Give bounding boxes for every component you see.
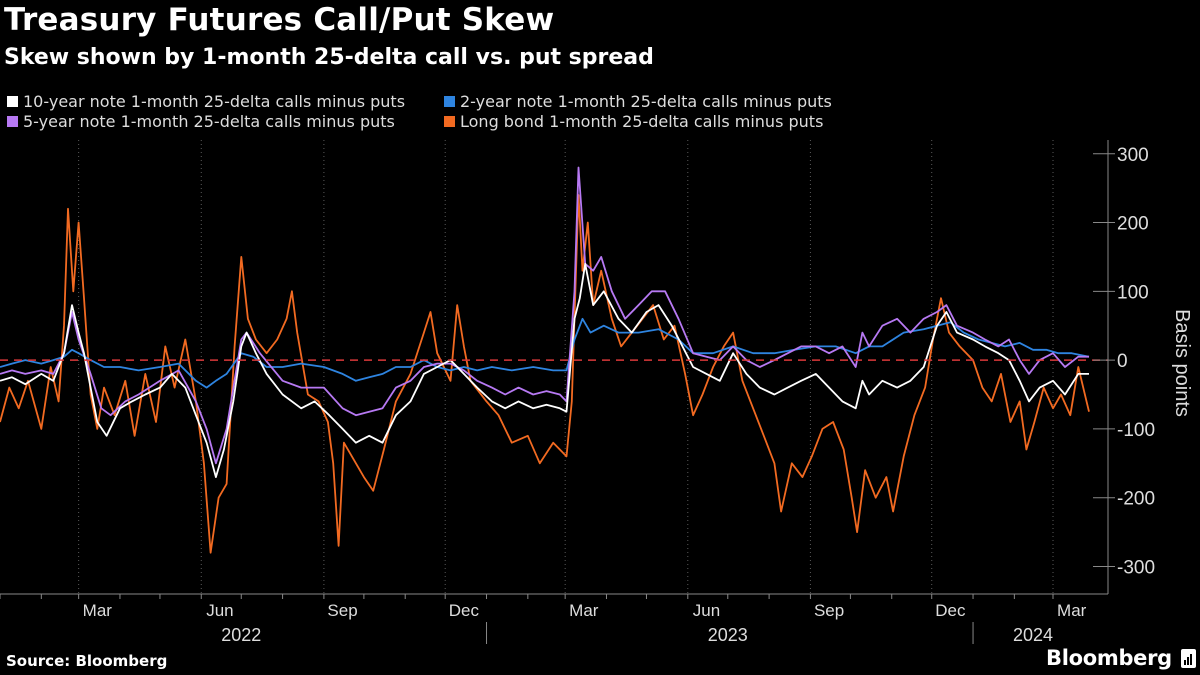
chart-title: Treasury Futures Call/Put Skew (4, 2, 555, 38)
series-line-3 (0, 194, 1090, 554)
series-line-2 (0, 166, 1089, 465)
y-tick-label: 0 (1117, 351, 1128, 372)
x-tick-label: Mar (569, 601, 599, 620)
source-note: Source: Bloomberg (6, 652, 168, 670)
y-tick-label: -200 (1117, 489, 1155, 510)
x-year-label: 2023 (708, 625, 748, 645)
x-axis: Mar Jun Sep Dec Mar Jun Sep Dec Mar 2022 2023 2024 (0, 593, 1108, 645)
legend-item-5-year: 5-year note 1-month 25-delta calls minus… (7, 112, 395, 131)
y-tick-label: 100 (1117, 282, 1149, 303)
chart-grid (78, 140, 1054, 594)
x-year-label: 2024 (1013, 625, 1053, 645)
legend-item-2-year: 2-year note 1-month 25-delta calls minus… (444, 92, 832, 111)
legend-label-2-year: 2-year note 1-month 25-delta calls minus… (460, 92, 832, 111)
chart-subtitle: Skew shown by 1-month 25-delta call vs. … (4, 45, 654, 70)
y-axis: 300 200 100 0 -100 -200 -300 Basis points (1093, 140, 1193, 594)
y-tick-label: -100 (1117, 420, 1155, 441)
x-tick-label: Jun (693, 601, 720, 620)
legend-label-10-year: 10-year note 1-month 25-delta calls minu… (23, 92, 406, 111)
x-tick-label: Dec (935, 601, 966, 620)
legend-label-5-year: 5-year note 1-month 25-delta calls minus… (23, 112, 395, 131)
legend-swatch-5-year (7, 116, 18, 127)
y-tick-label: -300 (1117, 557, 1155, 578)
series-line-0 (0, 262, 1089, 478)
plot-area (0, 166, 1108, 554)
legend-swatch-2-year (444, 96, 455, 107)
x-tick-label: Sep (814, 601, 844, 620)
legend-swatch-long-bond (444, 116, 455, 127)
x-tick-label: Jun (206, 601, 233, 620)
y-tick-label: 300 (1117, 145, 1149, 166)
x-tick-label: Sep (327, 601, 357, 620)
x-year-label: 2022 (221, 625, 261, 645)
y-axis-label: Basis points (1171, 309, 1193, 417)
x-tick-label: Dec (449, 601, 480, 620)
legend-label-long-bond: Long bond 1-month 25-delta calls minus p… (460, 112, 824, 131)
series-line-1 (0, 317, 1090, 389)
x-tick-label: Mar (83, 601, 113, 620)
bloomberg-logo: Bloomberg (1046, 646, 1172, 670)
bloomberg-terminal-icon (1181, 649, 1196, 668)
chart-legend: 10-year note 1-month 25-delta calls minu… (0, 90, 1100, 134)
legend-item-10-year: 10-year note 1-month 25-delta calls minu… (7, 92, 405, 111)
legend-swatch-10-year (7, 96, 18, 107)
y-tick-label: 200 (1117, 214, 1149, 235)
x-tick-label: Mar (1057, 601, 1087, 620)
legend-item-long-bond: Long bond 1-month 25-delta calls minus p… (444, 112, 823, 131)
